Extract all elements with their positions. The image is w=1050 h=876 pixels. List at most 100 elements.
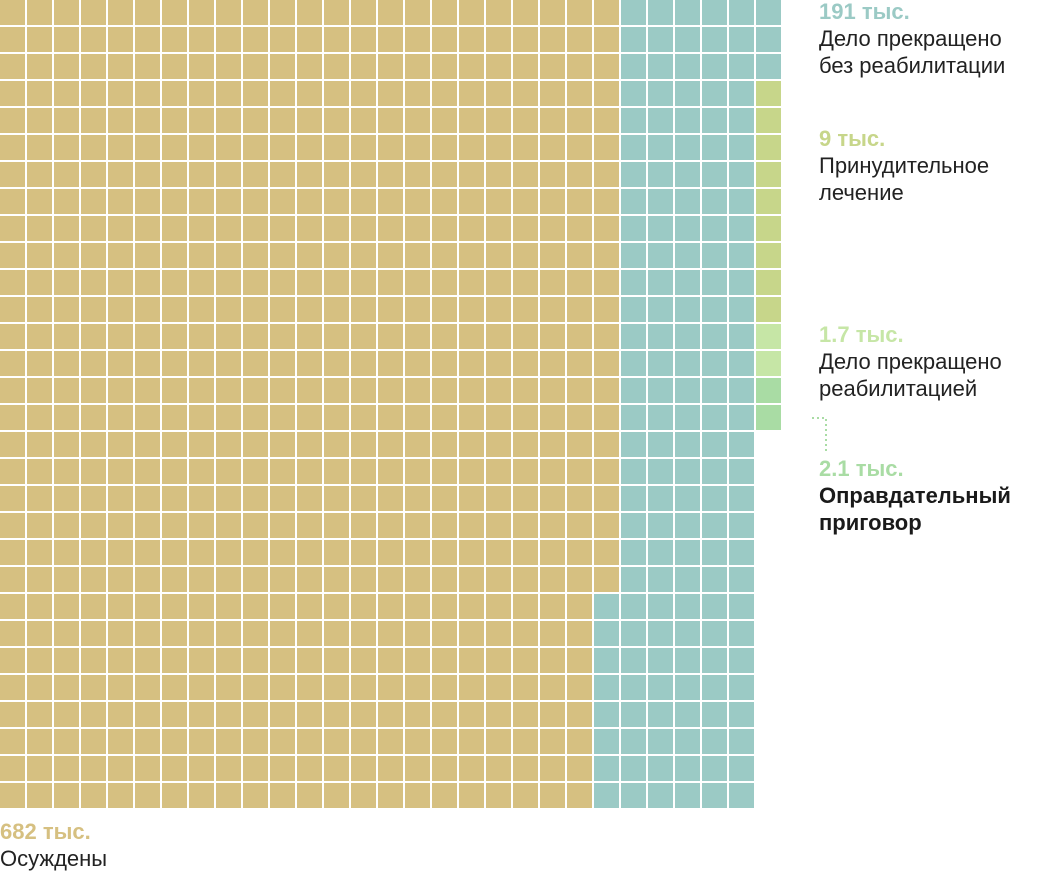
- waffle-cell-convicted: [27, 378, 52, 403]
- waffle-cell-convicted: [432, 162, 457, 187]
- waffle-cell-convicted: [162, 351, 187, 376]
- waffle-cell-no-rehab: [729, 27, 754, 52]
- waffle-cell-convicted: [405, 405, 430, 430]
- waffle-cell-convicted: [27, 783, 52, 808]
- waffle-cell-convicted: [594, 216, 619, 241]
- waffle-cell-no-rehab: [648, 567, 673, 592]
- waffle-cell-convicted: [216, 27, 241, 52]
- waffle-cell-convicted: [594, 54, 619, 79]
- waffle-cell-convicted: [27, 54, 52, 79]
- waffle-cell-convicted: [270, 756, 295, 781]
- waffle-cell-convicted: [108, 243, 133, 268]
- waffle-cell-no-rehab: [702, 108, 727, 133]
- waffle-cell-convicted: [135, 432, 160, 457]
- waffle-cell-no-rehab: [621, 0, 646, 25]
- waffle-cell-convicted: [27, 135, 52, 160]
- waffle-cell-convicted: [351, 567, 376, 592]
- waffle-cell-convicted: [594, 108, 619, 133]
- waffle-cell-convicted: [405, 243, 430, 268]
- waffle-cell-convicted: [540, 189, 565, 214]
- waffle-cell-convicted: [405, 324, 430, 349]
- waffle-cell-no-rehab: [729, 621, 754, 646]
- waffle-cell-convicted: [324, 486, 349, 511]
- waffle-cell-convicted: [243, 756, 268, 781]
- waffle-cell-no-rehab: [702, 135, 727, 160]
- waffle-cell-no-rehab: [594, 621, 619, 646]
- waffle-cell-convicted: [567, 81, 592, 106]
- waffle-cell-no-rehab: [648, 621, 673, 646]
- waffle-cell-convicted: [243, 621, 268, 646]
- waffle-cell-convicted: [378, 243, 403, 268]
- waffle-cell-convicted: [540, 135, 565, 160]
- waffle-cell-convicted: [567, 0, 592, 25]
- waffle-cell-no-rehab: [729, 756, 754, 781]
- waffle-cell-convicted: [54, 729, 79, 754]
- waffle-cell-no-rehab: [648, 81, 673, 106]
- waffle-cell-no-rehab: [648, 0, 673, 25]
- waffle-cell-no-rehab: [702, 459, 727, 484]
- waffle-cell-no-rehab: [621, 675, 646, 700]
- waffle-cell-convicted: [27, 324, 52, 349]
- waffle-cell-convicted: [567, 486, 592, 511]
- waffle-cell-convicted: [567, 540, 592, 565]
- waffle-cell-no-rehab: [729, 0, 754, 25]
- waffle-cell-convicted: [54, 54, 79, 79]
- waffle-cell-convicted: [270, 567, 295, 592]
- waffle-cell-convicted: [324, 162, 349, 187]
- waffle-cell-convicted: [567, 702, 592, 727]
- waffle-cell-convicted: [54, 594, 79, 619]
- waffle-cell-convicted: [216, 486, 241, 511]
- waffle-cell-convicted: [432, 81, 457, 106]
- waffle-cell-convicted: [378, 540, 403, 565]
- waffle-cell-convicted: [162, 648, 187, 673]
- waffle-cell-convicted: [81, 621, 106, 646]
- waffle-cell-no-rehab: [594, 729, 619, 754]
- waffle-cell-convicted: [513, 486, 538, 511]
- waffle-cell-convicted: [189, 540, 214, 565]
- waffle-cell-convicted: [270, 432, 295, 457]
- waffle-cell-convicted: [189, 648, 214, 673]
- waffle-cell-convicted: [243, 513, 268, 538]
- waffle-cell-convicted: [540, 108, 565, 133]
- waffle-cell-convicted: [81, 324, 106, 349]
- waffle-cell-no-rehab: [702, 162, 727, 187]
- waffle-cell-convicted: [216, 54, 241, 79]
- waffle-cell-convicted: [567, 621, 592, 646]
- waffle-cell-no-rehab: [702, 297, 727, 322]
- waffle-cell-convicted: [54, 135, 79, 160]
- waffle-cell-convicted: [27, 270, 52, 295]
- waffle-cell-convicted: [27, 405, 52, 430]
- waffle-cell-convicted: [351, 783, 376, 808]
- waffle-cell-convicted: [486, 594, 511, 619]
- waffle-cell-convicted: [567, 162, 592, 187]
- waffle-cell-no-rehab: [675, 243, 700, 268]
- waffle-cell-convicted: [81, 216, 106, 241]
- waffle-cell-no-rehab: [621, 297, 646, 322]
- waffle-cell-convicted: [540, 270, 565, 295]
- waffle-cell-convicted: [162, 189, 187, 214]
- waffle-cell-convicted: [486, 405, 511, 430]
- waffle-cell-convicted: [135, 108, 160, 133]
- waffle-cell-convicted: [81, 189, 106, 214]
- label-acquittal-line2: приговор: [819, 510, 922, 535]
- waffle-cell-convicted: [297, 513, 322, 538]
- waffle-cell-treatment: [756, 216, 781, 241]
- waffle-cell-convicted: [189, 432, 214, 457]
- waffle-cell-no-rehab: [675, 270, 700, 295]
- waffle-cell-convicted: [486, 702, 511, 727]
- waffle-cell-convicted: [378, 108, 403, 133]
- waffle-cell-convicted: [459, 567, 484, 592]
- waffle-cell-convicted: [540, 621, 565, 646]
- waffle-cell-convicted: [270, 702, 295, 727]
- waffle-cell-convicted: [216, 648, 241, 673]
- waffle-cell-convicted: [108, 675, 133, 700]
- waffle-cell-convicted: [378, 135, 403, 160]
- waffle-cell-convicted: [189, 621, 214, 646]
- waffle-cell-convicted: [486, 621, 511, 646]
- waffle-cell-convicted: [486, 432, 511, 457]
- waffle-cell-convicted: [378, 783, 403, 808]
- waffle-cell-convicted: [162, 135, 187, 160]
- waffle-cell-convicted: [432, 27, 457, 52]
- waffle-cell-convicted: [54, 162, 79, 187]
- waffle-cell-no-rehab: [675, 108, 700, 133]
